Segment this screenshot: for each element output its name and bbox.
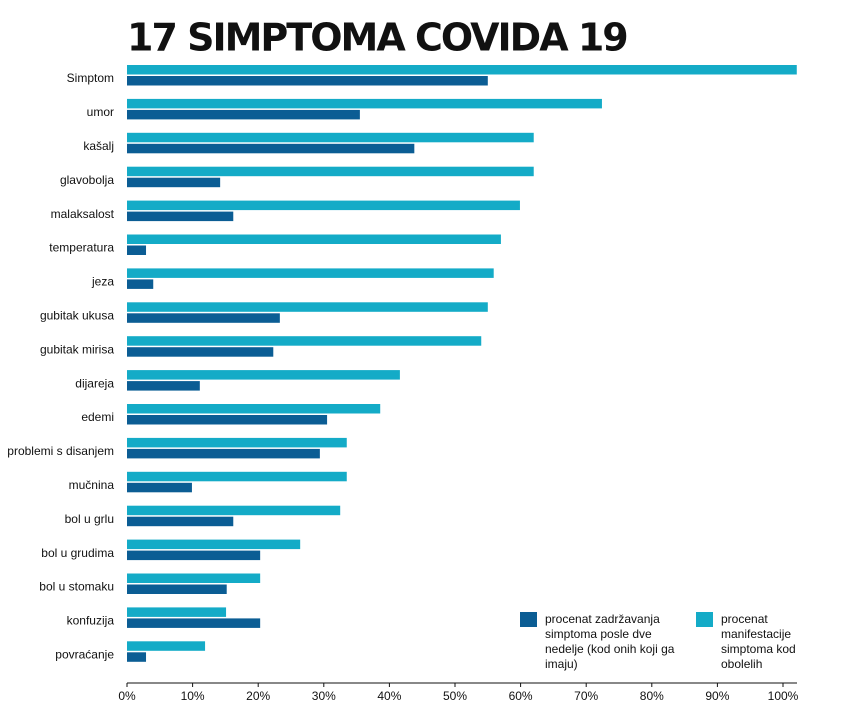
y-tick-label: umor [87,105,114,119]
legend-swatch [696,612,713,627]
legend-label: procenat manifestacije simptoma kod obol… [721,612,796,671]
x-tick-label: 20% [246,689,270,703]
y-tick-label: dijareja [75,376,114,390]
y-tick-label: mučnina [69,478,115,492]
bar [127,618,261,628]
bar [127,166,534,177]
x-tick-label: 80% [640,689,664,703]
bar [127,234,501,244]
legend-label: procenat zadržavanja simptoma posle dve … [545,612,675,671]
bar [127,505,341,516]
y-tick-label: Simptom [67,71,114,85]
bar [127,415,328,425]
bar [127,336,482,346]
x-tick-label: 0% [118,689,136,703]
bar [127,245,147,255]
y-tick-label: bol u grlu [65,512,114,526]
bar [127,279,154,289]
bar [127,641,206,651]
bar [127,302,488,312]
bar [127,471,347,482]
bar [127,143,415,154]
legend-swatch [520,612,537,627]
bar [127,607,227,617]
x-tick-label: 30% [312,689,336,703]
x-tick-label: 10% [181,689,205,703]
chart-title: 17 SIMPTOMA COVIDA 19 [127,16,627,60]
x-tick-label: 50% [443,689,467,703]
bar [127,448,320,459]
bar [127,65,797,75]
y-tick-label: konfuzija [67,614,115,628]
bar [127,132,534,143]
y-tick-label: gubitak mirisa [40,342,114,356]
y-tick-label: bol u stomaku [39,580,114,594]
bar [127,211,234,222]
y-tick-label: glavobolja [60,173,114,187]
bar [127,370,400,380]
bar [127,268,494,278]
bar [127,482,192,493]
y-tick-label: povraćanje [55,647,114,661]
legend-item: procenat manifestacije simptoma kod obol… [696,612,816,672]
x-tick-label: 100% [768,689,799,703]
x-tick-label: 70% [574,689,598,703]
x-tick-label: 90% [705,689,729,703]
bar [127,381,200,391]
bar [127,404,381,414]
legend-item: procenat zadržavanja simptoma posle dve … [520,612,685,672]
bar [127,550,261,561]
y-tick-label: gubitak ukusa [40,308,114,322]
bar [127,200,520,211]
bar [127,177,221,188]
bar [127,76,488,86]
bar [127,652,147,662]
x-tick-label: 60% [509,689,533,703]
bar [127,347,274,357]
bar [127,109,360,120]
bar [127,437,347,448]
bar [127,584,227,594]
y-tick-label: problemi s disanjem [7,444,114,458]
bar [127,516,234,527]
bar [127,539,301,550]
x-tick-label: 40% [377,689,401,703]
y-tick-label: kašalj [83,139,114,153]
bar [127,313,280,323]
bar [127,98,602,109]
y-tick-label: malaksalost [51,207,115,221]
y-tick-label: edemi [81,410,114,424]
y-tick-label: jeza [91,275,114,289]
bar [127,573,261,583]
y-tick-label: bol u grudima [41,546,114,560]
y-tick-label: temperatura [49,241,114,255]
